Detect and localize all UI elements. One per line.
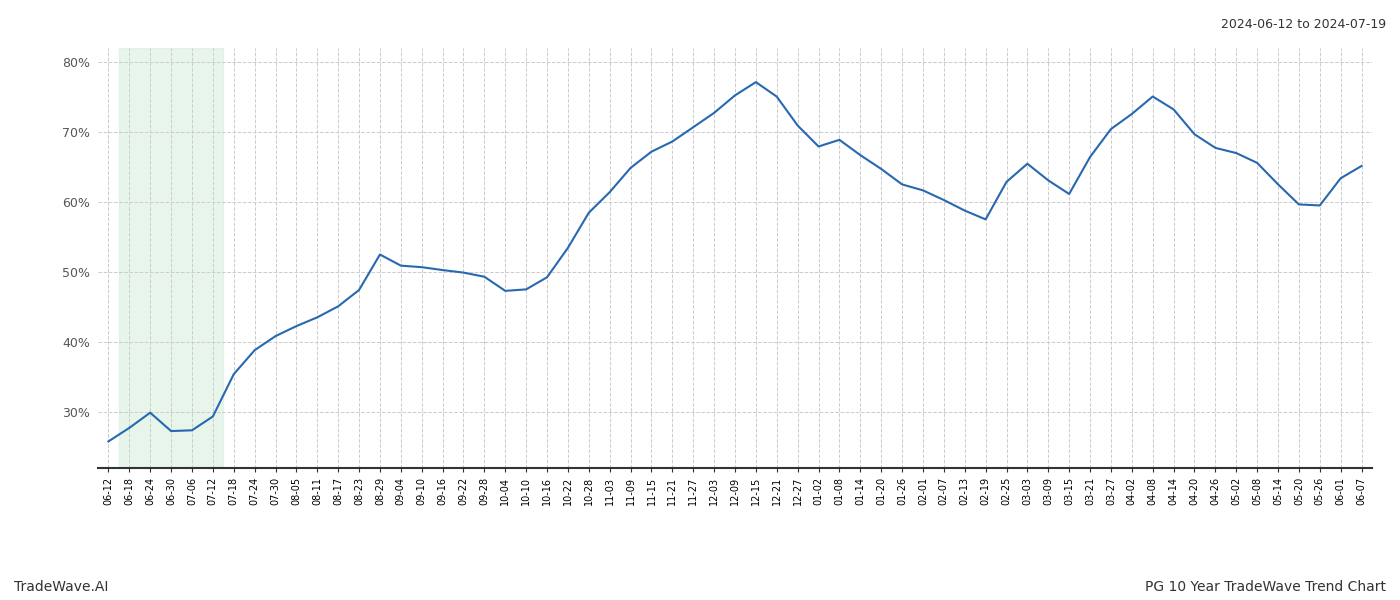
Text: TradeWave.AI: TradeWave.AI — [14, 580, 108, 594]
Bar — [119, 48, 224, 468]
Text: PG 10 Year TradeWave Trend Chart: PG 10 Year TradeWave Trend Chart — [1145, 580, 1386, 594]
Text: 2024-06-12 to 2024-07-19: 2024-06-12 to 2024-07-19 — [1221, 18, 1386, 31]
